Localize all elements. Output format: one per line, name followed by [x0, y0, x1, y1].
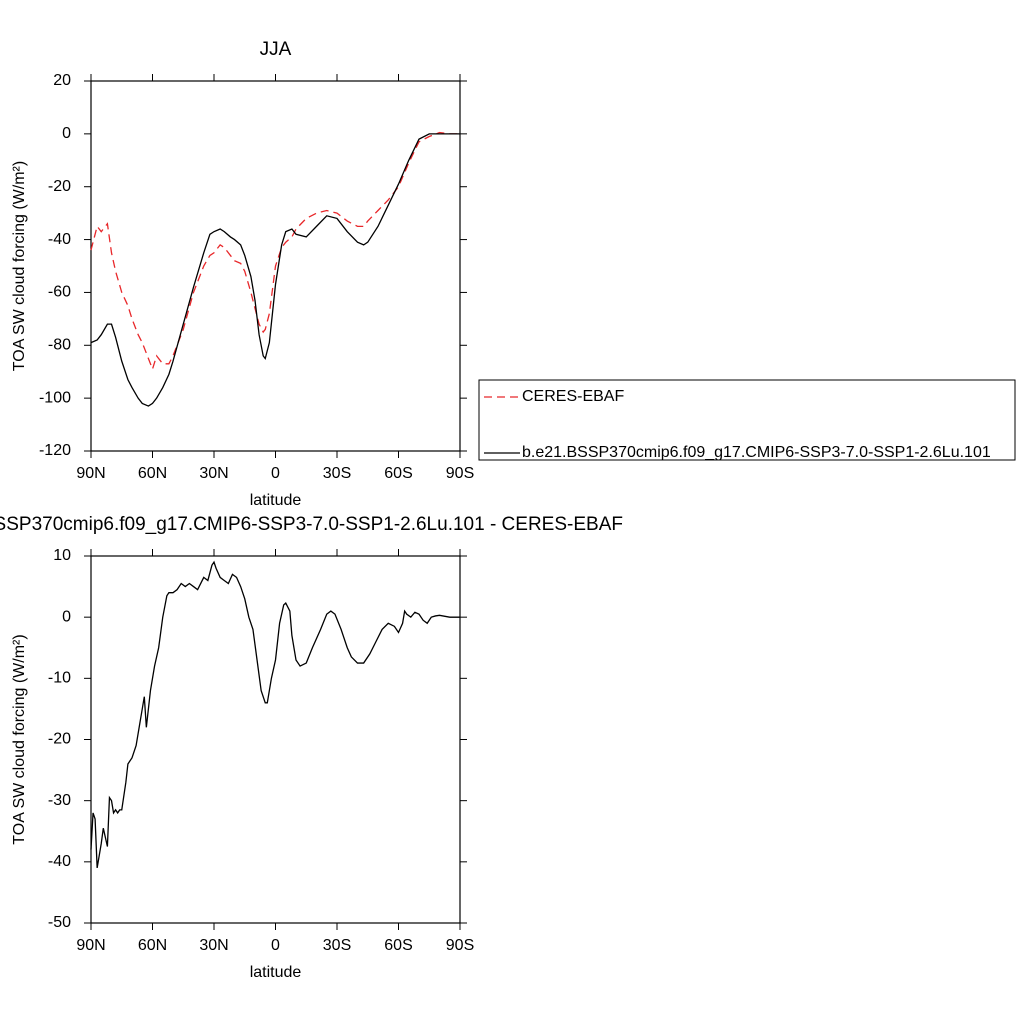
y-tick-label: -20	[48, 731, 71, 748]
x-axis-label: latitude	[250, 492, 302, 509]
y-tick-label: 10	[53, 547, 71, 564]
x-tick-label: 30S	[323, 465, 351, 482]
data-line	[90, 560, 460, 869]
legend-label: CERES-EBAF	[522, 388, 624, 405]
x-tick-label: 90N	[76, 937, 105, 954]
data-line	[90, 133, 460, 407]
x-tick-label: 90N	[76, 465, 105, 482]
legend-label: b.e21.BSSP370cmip6.f09_g17.CMIP6-SSP3-7.…	[522, 444, 991, 461]
y-tick-label: 20	[53, 72, 71, 89]
chart-title: JJA	[260, 39, 292, 60]
y-tick-label: -120	[39, 442, 71, 459]
y-tick-label: -40	[48, 853, 71, 870]
x-tick-label: 0	[271, 937, 280, 954]
y-axis-label: TOA SW cloud forcing (W/m²)	[11, 634, 28, 844]
y-tick-label: -20	[48, 178, 71, 195]
y-axis-label: TOA SW cloud forcing (W/m²)	[11, 161, 28, 371]
x-tick-label: 60N	[138, 465, 167, 482]
x-tick-label: 90S	[446, 937, 474, 954]
y-tick-label: -100	[39, 389, 71, 406]
data-line	[90, 131, 460, 372]
y-tick-label: 0	[62, 608, 71, 625]
x-tick-label: 60S	[384, 937, 412, 954]
x-tick-label: 0	[271, 465, 280, 482]
y-tick-label: -30	[48, 792, 71, 809]
x-tick-label: 30N	[199, 937, 228, 954]
x-tick-label: 90S	[446, 465, 474, 482]
y-tick-label: -40	[48, 231, 71, 248]
y-tick-label: -10	[48, 670, 71, 687]
x-axis-label: latitude	[250, 964, 302, 981]
x-tick-label: 30N	[199, 465, 228, 482]
y-tick-label: -60	[48, 284, 71, 301]
legend: CERES-EBAF b.e21.BSSP370cmip6.f09_g17.CMI…	[478, 379, 1016, 461]
chart-title: b.e21.BSSP370cmip6.f09_g17.CMIP6-SSP3-7.…	[0, 514, 623, 535]
x-tick-label: 60S	[384, 465, 412, 482]
legend-box	[478, 379, 1016, 461]
x-tick-label: 60N	[138, 937, 167, 954]
y-tick-label: -80	[48, 337, 71, 354]
y-tick-label: 0	[62, 125, 71, 142]
x-tick-label: 30S	[323, 937, 351, 954]
y-tick-label: -50	[48, 914, 71, 931]
